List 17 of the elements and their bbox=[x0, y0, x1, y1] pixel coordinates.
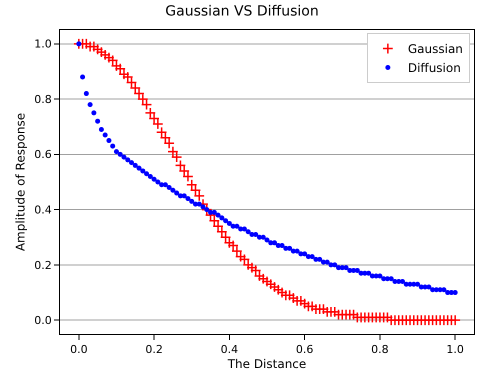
x-axis-title: The Distance bbox=[226, 357, 306, 372]
chart-title: Gaussian VS Diffusion bbox=[165, 3, 319, 20]
x-tick-label: 0.2 bbox=[145, 343, 163, 356]
x-tick-label: 1.0 bbox=[446, 343, 464, 356]
y-tick-label: 0.2 bbox=[34, 258, 52, 272]
y-tick-label: 0.4 bbox=[34, 203, 52, 216]
x-tick-label: 0.4 bbox=[220, 343, 238, 356]
y-tick-label: 0.6 bbox=[34, 148, 52, 162]
y-tick-label: 1.0 bbox=[34, 38, 52, 51]
legend-label: Gaussian bbox=[408, 42, 463, 56]
legend-label: Diffusion bbox=[408, 61, 461, 76]
y-tick-label: 0.0 bbox=[34, 314, 52, 328]
y-tick-label: 0.8 bbox=[34, 92, 52, 106]
x-tick-label: 0.6 bbox=[296, 343, 314, 356]
y-axis-title: Amplitude of Response bbox=[14, 112, 28, 252]
x-tick-label: 0.0 bbox=[70, 343, 88, 356]
x-tick-label: 0.8 bbox=[371, 343, 389, 356]
